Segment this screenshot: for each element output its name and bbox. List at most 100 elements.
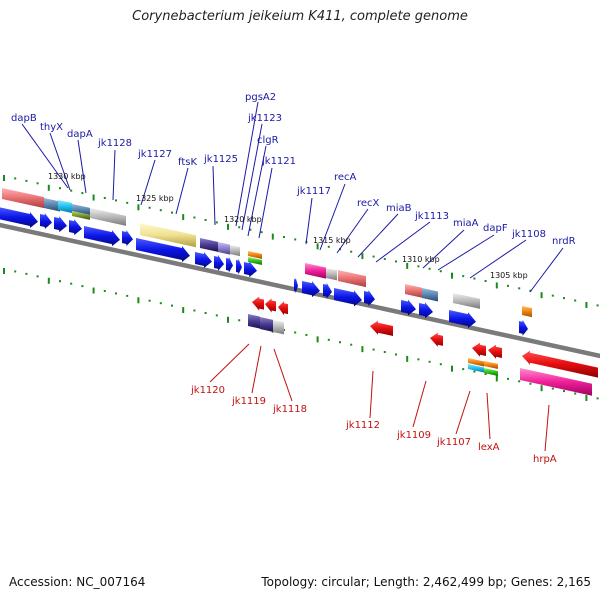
forward-gene-arrow [122,229,133,246]
forward-gene-arrow [294,277,298,294]
cog-box [230,245,240,257]
label-leader-line [369,370,374,419]
cog-box [248,257,262,266]
scale-label-1320: 1320 kbp [224,215,262,224]
gene-label-dapB: dapB [11,113,37,124]
scale-label-1315: 1315 kbp [313,236,351,245]
genome-title: Corynebacterium jeikeium K411, complete … [132,9,468,24]
label-leader-line [21,123,69,189]
gene-label-nrdR: nrdR [552,236,576,247]
gene-label-lexA: lexA [478,442,500,453]
cog-box [468,358,484,367]
gene-label-pgsA2: pgsA2 [245,92,276,103]
forward-gene-arrow [0,207,38,228]
label-leader-line [412,380,427,428]
label-leader-line [422,229,465,269]
label-leader-line [77,139,87,194]
forward-gene-arrow [449,310,476,329]
cog-box [90,208,126,226]
forward-gene-arrow [419,302,433,319]
label-leader-line [251,345,262,394]
forward-gene-arrow [226,256,233,273]
forward-gene-arrow [214,254,224,271]
reverse-gene-arrow [370,320,393,337]
forward-gene-arrow [323,282,332,299]
cog-boxes [2,188,592,396]
gene-label-jk1108: jk1108 [511,229,546,240]
cog-box [2,188,44,209]
gene-label-jk1120: jk1120 [190,385,225,396]
label-leader-lines [21,101,564,452]
gene-label-jk1121: jk1121 [261,156,296,167]
reverse-gene-arrow [472,342,486,357]
label-leader-line [241,123,263,231]
label-leader-line [209,343,250,383]
cog-box [218,242,230,255]
cog-box [405,284,422,298]
gene-label-jk1128: jk1128 [97,138,132,149]
gene-label-hrpA: hrpA [533,454,557,465]
forward-gene-arrow [84,226,120,247]
reverse-gene-arrow [522,350,598,378]
gene-label-jk1113: jk1113 [414,211,449,222]
label-leader-line [212,165,216,226]
label-leader-line [235,101,259,227]
scale-label-1305: 1305 kbp [490,271,528,280]
label-leader-line [319,183,346,251]
gene-label-clgR: clgR [257,135,279,146]
cog-box [338,270,366,288]
cog-box [520,368,592,396]
forward-gene-arrow [69,219,82,236]
scale-ticks [3,175,599,401]
forward-gene-arrow [302,281,320,298]
scale-label-1330: 1330 kbp [48,172,86,181]
gene-label-jk1127: jk1127 [137,149,172,160]
label-leader-line [336,208,369,254]
forward-gene-arrow [136,238,190,263]
cog-box [248,314,260,329]
gene-label-jk1123: jk1123 [247,113,282,124]
label-leader-line [140,159,156,206]
gene-label-dapA: dapA [67,129,93,140]
label-leader-line [258,167,273,239]
cog-box [72,211,90,220]
cog-box [484,361,498,370]
forward-gene-arrow [334,288,362,307]
genome-summary-text: Topology: circular; Length: 2,462,499 bp… [261,575,591,589]
label-leader-line [247,145,267,237]
forward-gene-arrow [40,213,52,230]
cog-box [140,223,196,248]
forward-gene-arrow [236,258,242,275]
gene-label-thyX: thyX [40,122,63,133]
gene-label-jk1109: jk1109 [396,430,431,441]
forward-gene-arrow [195,251,212,268]
cog-box [248,251,262,260]
cog-box [326,268,337,281]
forward-gene-arrow [364,289,375,306]
gene-label-jk1125: jk1125 [203,154,238,165]
cog-box [44,198,60,212]
label-leader-line [375,221,431,263]
gene-label-dapF: dapF [483,223,508,234]
cog-box [468,364,484,373]
forward-gene-arrow [519,319,528,336]
cog-box [58,200,72,214]
gene-label-miaB: miaB [386,203,412,214]
scale-label-1325: 1325 kbp [136,194,174,203]
label-leader-line [112,149,116,201]
label-leader-line [357,213,399,258]
scale-label-1310: 1310 kbp [402,255,440,264]
gene-label-jk1118: jk1118 [272,404,307,415]
forward-gene-arrow [54,216,67,233]
cog-box [453,293,480,309]
gene-label-jk1107: jk1107 [436,437,471,448]
label-leader-line [544,404,550,452]
reverse-gene-arrow [488,344,502,359]
label-leader-line [437,234,495,271]
label-leader-line [273,348,293,402]
cog-box [273,320,284,335]
gene-label-jk1119: jk1119 [231,396,266,407]
reverse-gene-arrow [278,301,288,316]
gene-label-miaA: miaA [453,218,479,229]
